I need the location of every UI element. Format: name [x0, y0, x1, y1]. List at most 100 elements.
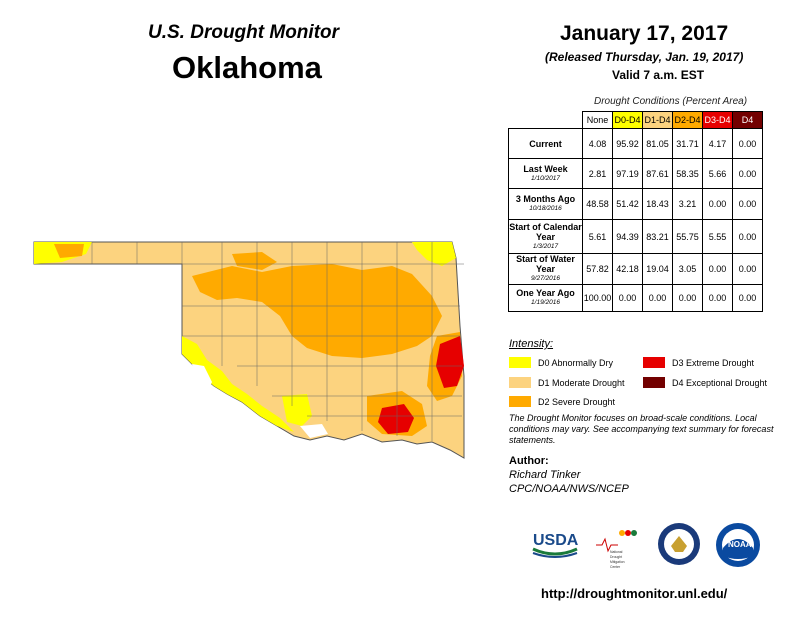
row-label: One Year Ago 1/19/2016: [508, 284, 583, 312]
intensity-title: Intensity:: [509, 338, 554, 350]
legend-label: D1 Moderate Drought: [538, 377, 625, 388]
drought-conditions-table: None D0-D4 D1-D4 D2-D4 D3-D4 D4 Current 4…: [508, 111, 763, 312]
table-cell: 57.82: [582, 253, 613, 285]
row-label: Start of Calendar Year 1/3/2017: [508, 219, 583, 254]
table-row: Last Week 1/10/2017 2.81 97.19 87.61 58.35 5.6…: [508, 158, 763, 189]
row-date: 1/19/2016: [531, 299, 560, 306]
table-cell: 100.00: [582, 284, 613, 312]
table-cell: 0.00: [732, 188, 763, 220]
svg-text:National: National: [610, 550, 623, 554]
table-cell: 0.00: [672, 284, 703, 312]
header-blank: [509, 112, 583, 129]
row-label-text: 3 Months Ago: [515, 194, 576, 204]
table-row: Current 4.08 95.92 81.05 31.71 4.17 0.00: [508, 128, 763, 159]
col-header: None: [582, 111, 613, 129]
release-date: (Released Thursday, Jan. 19, 2017): [545, 50, 744, 64]
author-org: CPC/NOAA/NWS/NCEP: [509, 483, 629, 495]
legend-item-d3: D3 Extreme Drought: [643, 357, 754, 368]
table-cell: 4.17: [702, 128, 733, 159]
table-cell: 0.00: [732, 128, 763, 159]
state-title: Oklahoma: [172, 50, 322, 85]
legend-label: D3 Extreme Drought: [672, 357, 755, 368]
ndmc-logo: National Drought Mitigation Center: [596, 527, 644, 571]
legend-item-d4: D4 Exceptional Drought: [643, 377, 767, 388]
table-cell: 3.21: [672, 188, 703, 220]
svg-text:Center: Center: [610, 565, 621, 569]
row-date: 1/3/2017: [532, 242, 559, 250]
legend-swatch: [509, 396, 531, 407]
author-name: Richard Tinker: [509, 469, 581, 481]
col-header: D0-D4: [612, 111, 643, 129]
d2-north: [192, 264, 442, 358]
table-cell: 97.19: [612, 158, 643, 189]
ndmc-logo-svg: National Drought Mitigation Center: [596, 530, 637, 569]
legend-item-d1: D1 Moderate Drought: [509, 377, 625, 388]
d0-south: [282, 394, 312, 426]
county-lines: [91, 242, 464, 441]
col-header: D4: [732, 111, 763, 129]
table-cell: 0.00: [612, 284, 643, 312]
table-cell: 95.92: [612, 128, 643, 159]
table-cell: 94.39: [612, 219, 643, 254]
monitor-title: U.S. Drought Monitor: [148, 22, 340, 43]
table-cell: 0.00: [642, 284, 673, 312]
col-header: D1-D4: [642, 111, 673, 129]
legend-swatch: [509, 377, 531, 388]
table-row: Start of Calendar Year 1/3/2017 5.61 94.39 8…: [508, 219, 763, 254]
usda-text: USDA: [533, 532, 579, 549]
table-cell: 18.43: [642, 188, 673, 220]
table-cell: 0.00: [702, 284, 733, 312]
col-header: D2-D4: [672, 111, 703, 129]
table-cell: 42.18: [612, 253, 643, 285]
row-label-text: Start of Calendar Year: [509, 221, 582, 242]
row-label: Current: [508, 128, 583, 159]
commerce-seal-logo: [657, 522, 701, 566]
row-label: 3 Months Ago 10/18/2016: [508, 188, 583, 220]
website-url[interactable]: http://droughtmonitor.unl.edu/: [541, 586, 728, 601]
table-cell: 5.61: [582, 219, 613, 254]
table-row: 3 Months Ago 10/18/2016 48.58 51.42 18.43 3.2…: [508, 188, 763, 220]
row-label-text: Start of Water Year: [516, 254, 575, 274]
svg-text:Drought: Drought: [610, 555, 622, 559]
table-cell: 0.00: [702, 253, 733, 285]
table-row: Start of Water Year 9/27/2016 57.82 42.18 19…: [508, 253, 763, 285]
col-header: D3-D4: [702, 111, 733, 129]
row-label: Last Week 1/10/2017: [508, 158, 583, 189]
table-cell: 48.58: [582, 188, 613, 220]
table-cell: 51.42: [612, 188, 643, 220]
none-area-2: [300, 424, 328, 438]
table-cell: 81.05: [642, 128, 673, 159]
row-label-text: One Year Ago: [516, 288, 575, 298]
oklahoma-drought-map: [32, 236, 472, 460]
table-cell: 5.55: [702, 219, 733, 254]
table-cell: 0.00: [732, 253, 763, 285]
table-cell: 0.00: [732, 158, 763, 189]
table-cell: 5.66: [702, 158, 733, 189]
row-date: 1/10/2017: [531, 174, 560, 182]
none-area: [192, 364, 212, 390]
table-cell: 0.00: [732, 284, 763, 312]
table-cell: 0.00: [732, 219, 763, 254]
table-cell: 83.21: [642, 219, 673, 254]
legend-swatch: [643, 357, 665, 368]
row-date: 9/27/2016: [531, 275, 560, 282]
valid-time: Valid 7 a.m. EST: [612, 68, 705, 82]
noaa-logo-svg: NOAA: [716, 523, 760, 567]
table-header-row: None D0-D4 D1-D4 D2-D4 D3-D4 D4: [509, 111, 763, 129]
usda-logo: USDA: [531, 527, 579, 559]
table-cell: 3.05: [672, 253, 703, 285]
svg-text:Mitigation: Mitigation: [610, 560, 625, 564]
usda-logo-svg: USDA: [532, 532, 579, 558]
table-cell: 19.04: [642, 253, 673, 285]
table-cell: 4.08: [582, 128, 613, 159]
legend-swatch: [509, 357, 531, 368]
table-cell: 55.75: [672, 219, 703, 254]
d3-south: [378, 404, 414, 434]
table-cell: 87.61: [642, 158, 673, 189]
map-date: January 17, 2017: [560, 22, 729, 45]
noaa-text: NOAA: [728, 540, 752, 549]
commerce-seal-svg: [658, 523, 700, 565]
legend-label: D4 Exceptional Drought: [672, 377, 768, 388]
row-label: Start of Water Year 9/27/2016: [508, 253, 583, 285]
table-cell: 31.71: [672, 128, 703, 159]
